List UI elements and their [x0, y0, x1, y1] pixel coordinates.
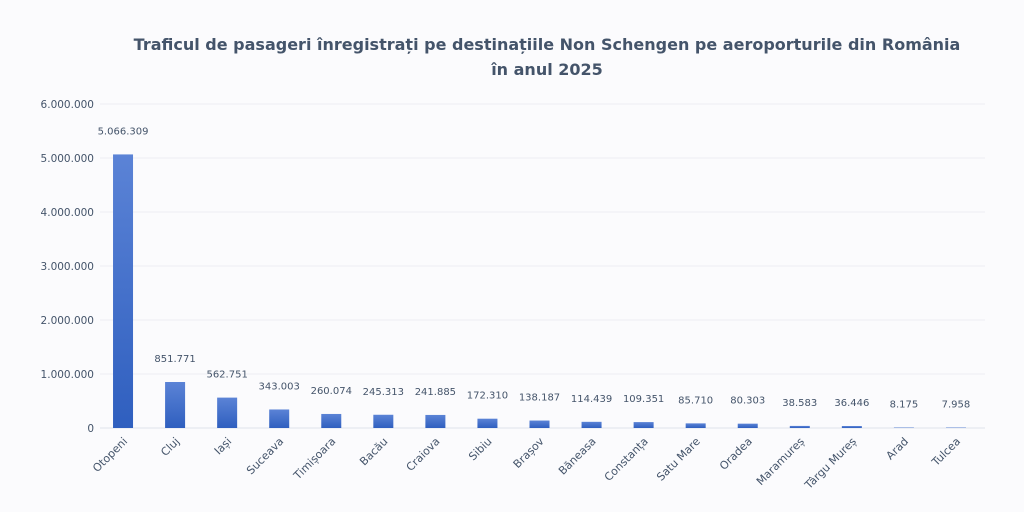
x-tick-label: Cluj — [158, 435, 182, 459]
data-label: 138.187 — [519, 393, 560, 404]
data-label: 8.175 — [890, 400, 919, 411]
chart-title-line-2: în anul 2025 — [490, 60, 603, 79]
y-tick-label: 0 — [87, 423, 94, 435]
data-label: 562.751 — [206, 370, 247, 381]
y-tick-label: 1.000.000 — [41, 369, 94, 381]
bar-0 — [113, 154, 134, 428]
bar-12 — [737, 423, 758, 428]
bar-9 — [581, 421, 602, 428]
data-label: 851.771 — [154, 354, 195, 365]
data-label: 343.003 — [259, 381, 300, 392]
bar-3 — [269, 409, 290, 428]
bar-1 — [165, 382, 186, 428]
x-tick-label: Satu Mare — [654, 435, 703, 484]
data-label: 114.439 — [571, 394, 612, 405]
data-label: 38.583 — [782, 398, 817, 409]
bar-6 — [425, 414, 446, 428]
x-tick-label: Oradea — [717, 435, 755, 473]
bar-4 — [321, 413, 342, 428]
x-tick-label: Sibiu — [466, 435, 494, 463]
bar-11 — [685, 423, 706, 428]
y-tick-label: 3.000.000 — [41, 261, 94, 273]
x-tick-label: Otopeni — [90, 435, 130, 475]
bar-2 — [217, 397, 238, 428]
data-label: 5.066.309 — [98, 126, 149, 137]
x-tick-label: Constanța — [602, 435, 651, 484]
x-tick-label: Craiova — [404, 435, 443, 474]
data-label: 7.958 — [942, 400, 971, 411]
data-label: 36.446 — [834, 398, 869, 409]
bar-7 — [477, 418, 498, 428]
data-label: 260.074 — [311, 386, 352, 397]
x-tick-label: Brașov — [511, 435, 547, 471]
x-tick-label: Arad — [884, 435, 911, 462]
y-tick-label: 5.000.000 — [41, 153, 94, 165]
x-tick-label: Bacău — [357, 435, 390, 468]
data-label: 85.710 — [678, 395, 713, 406]
x-tick-label: Timișoara — [291, 435, 339, 483]
y-tick-label: 2.000.000 — [41, 315, 94, 327]
x-tick-label: Băneasa — [556, 435, 599, 478]
bar-5 — [373, 414, 394, 428]
data-label: 241.885 — [415, 387, 456, 398]
data-label: 245.313 — [363, 387, 404, 398]
data-label: 172.310 — [467, 391, 508, 402]
y-tick-label: 4.000.000 — [41, 207, 94, 219]
x-tick-label: Maramureș — [754, 435, 807, 488]
x-tick-label: Iași — [212, 435, 234, 457]
bar-10 — [633, 422, 654, 428]
x-tick-label: Tulcea — [929, 435, 963, 469]
x-tick-label: Suceava — [244, 435, 286, 477]
bar-14 — [841, 426, 862, 428]
x-tick-label: Târgu Mureș — [802, 435, 860, 493]
y-tick-label: 6.000.000 — [41, 99, 94, 111]
bar-13 — [789, 425, 810, 428]
chart-title-line-1: Traficul de pasageri înregistrați pe des… — [134, 35, 961, 54]
data-label: 80.303 — [730, 396, 765, 407]
data-label: 109.351 — [623, 394, 664, 405]
bar-8 — [529, 420, 550, 428]
